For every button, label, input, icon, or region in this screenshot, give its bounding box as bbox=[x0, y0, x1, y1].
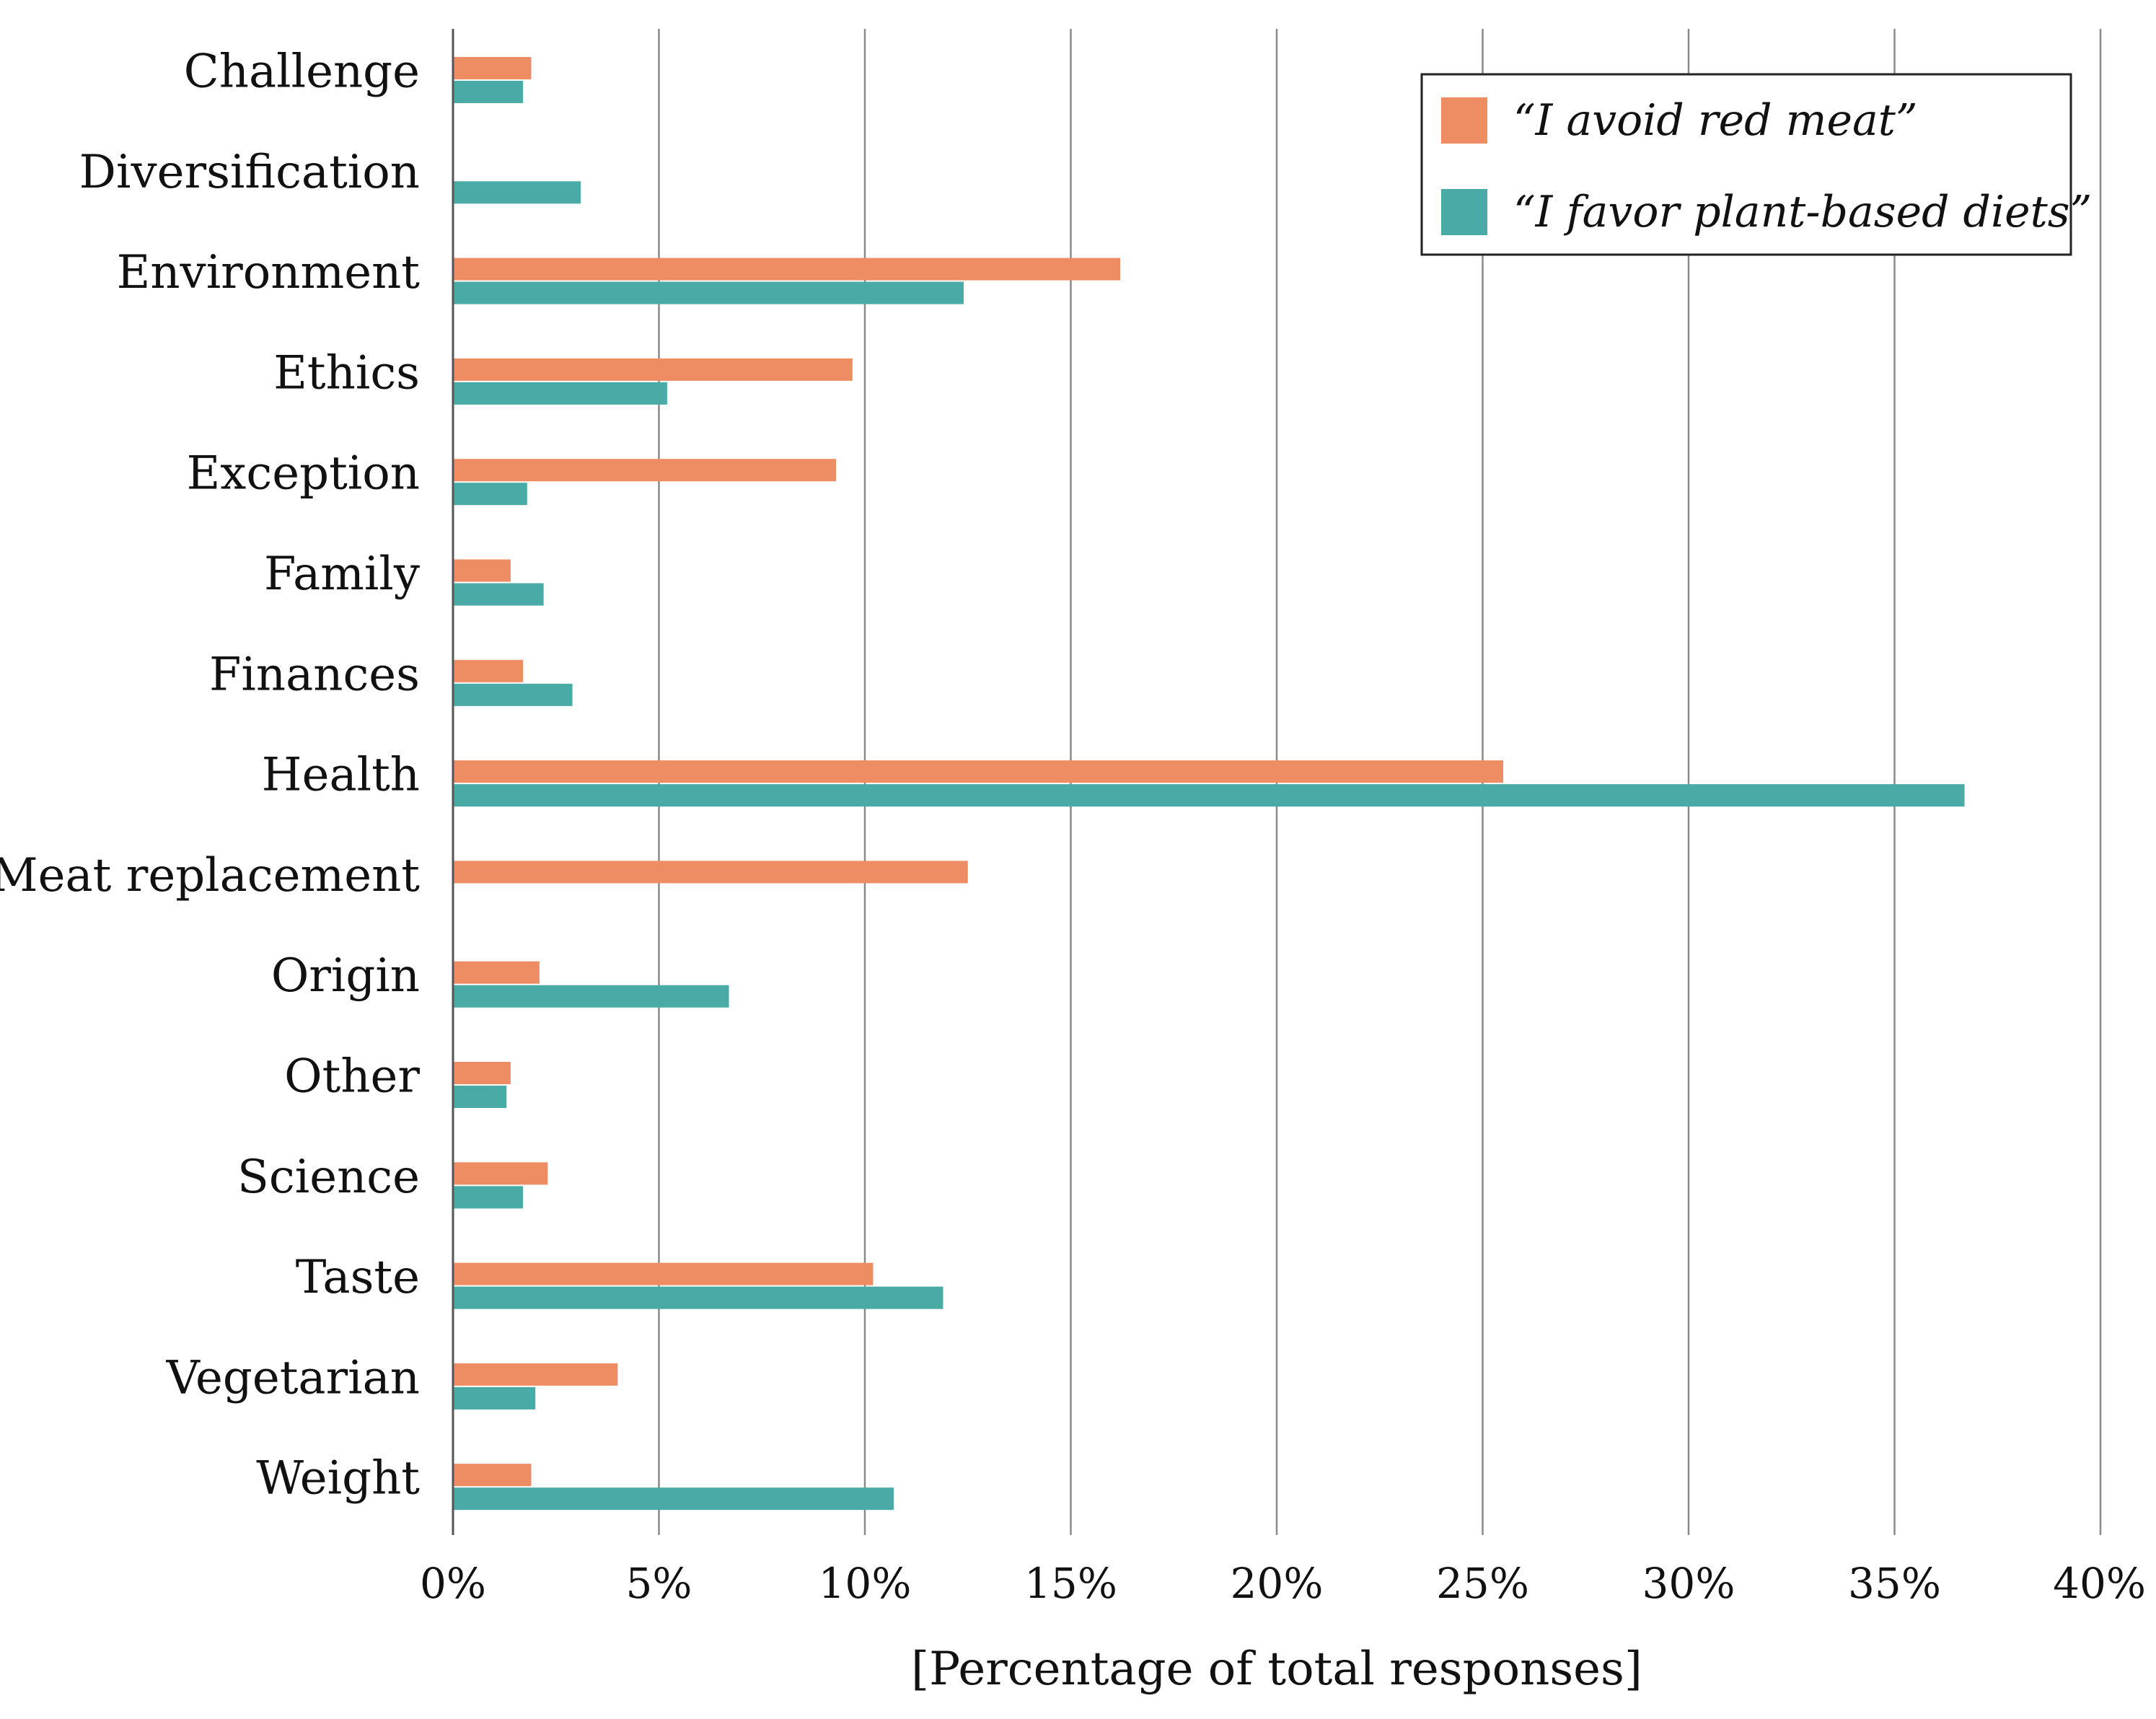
category-label-other: Other bbox=[284, 1050, 420, 1104]
bar-avoid-red-meat-meat-replacement bbox=[453, 861, 968, 884]
bar-avoid-red-meat-weight bbox=[453, 1464, 532, 1487]
bar-favor-plant-based-diversification bbox=[453, 181, 581, 204]
bar-avoid-red-meat-ethics bbox=[453, 358, 853, 381]
category-label-exception: Exception bbox=[187, 447, 420, 501]
x-tick-label-20: 20% bbox=[1231, 1559, 1324, 1608]
x-tick-label-35: 35% bbox=[1848, 1559, 1941, 1608]
x-tick-label-40: 40% bbox=[2053, 1559, 2146, 1608]
x-tick-label-10: 10% bbox=[819, 1559, 912, 1608]
bars bbox=[453, 57, 1965, 1511]
bar-avoid-red-meat-origin bbox=[453, 961, 540, 984]
bar-favor-plant-based-health bbox=[453, 784, 1965, 807]
category-label-weight: Weight bbox=[256, 1452, 420, 1505]
category-label-finances: Finances bbox=[209, 648, 420, 701]
bar-favor-plant-based-family bbox=[453, 583, 544, 606]
category-label-meat-replacement: Meat replacement bbox=[0, 849, 420, 902]
bar-avoid-red-meat-other bbox=[453, 1062, 511, 1084]
category-label-science: Science bbox=[237, 1151, 420, 1204]
bar-avoid-red-meat-health bbox=[453, 760, 1504, 783]
x-tick-label-15: 15% bbox=[1024, 1559, 1117, 1608]
category-label-origin: Origin bbox=[271, 949, 420, 1003]
bar-favor-plant-based-vegetarian bbox=[453, 1386, 536, 1410]
bar-favor-plant-based-challenge bbox=[453, 81, 524, 103]
category-label-challenge: Challenge bbox=[184, 45, 420, 99]
x-axis-title: [Percentage of total responses] bbox=[911, 1643, 1642, 1696]
bar-avoid-red-meat-family bbox=[453, 559, 511, 582]
legend-box bbox=[1420, 73, 2072, 256]
x-tick-labels: 0% 5% 10% 15% 20% 25% 30% 35% 40% bbox=[420, 1559, 2146, 1608]
bar-avoid-red-meat-exception bbox=[453, 459, 837, 482]
category-label-environment: Environment bbox=[117, 246, 421, 299]
bar-avoid-red-meat-challenge bbox=[453, 57, 532, 79]
x-tick-label-0: 0% bbox=[420, 1559, 486, 1608]
legend: “I avoid red meat” “I favor plant-based … bbox=[1420, 73, 2092, 256]
bar-avoid-red-meat-finances bbox=[453, 659, 524, 682]
legend-label-favor-plant-based: “I favor plant-based diets” bbox=[1513, 187, 2092, 237]
bar-favor-plant-based-ethics bbox=[453, 382, 667, 405]
category-label-diversification: Diversification bbox=[79, 146, 420, 199]
bar-avoid-red-meat-taste bbox=[453, 1262, 874, 1285]
legend-label-avoid-red-meat: “I avoid red meat” bbox=[1513, 95, 1918, 146]
bar-favor-plant-based-origin bbox=[453, 985, 729, 1008]
category-label-family: Family bbox=[264, 548, 420, 601]
category-label-vegetarian: Vegetarian bbox=[166, 1351, 420, 1404]
category-label-health: Health bbox=[262, 749, 420, 802]
bar-favor-plant-based-science bbox=[453, 1186, 524, 1209]
x-tick-label-5: 5% bbox=[625, 1559, 692, 1608]
bar-favor-plant-based-exception bbox=[453, 483, 527, 506]
legend-swatch-favor-plant-based bbox=[1441, 189, 1487, 235]
bar-favor-plant-based-taste bbox=[453, 1286, 943, 1309]
category-labels: Challenge Diversification Environment Ethic… bbox=[0, 45, 420, 1505]
bar-favor-plant-based-finances bbox=[453, 683, 573, 706]
x-tick-label-25: 25% bbox=[1436, 1559, 1529, 1608]
bar-avoid-red-meat-vegetarian bbox=[453, 1363, 618, 1386]
bar-favor-plant-based-other bbox=[453, 1086, 507, 1108]
legend-swatch-avoid-red-meat bbox=[1441, 97, 1487, 144]
category-label-taste: Taste bbox=[296, 1251, 420, 1304]
bar-favor-plant-based-environment bbox=[453, 281, 964, 304]
bar-avoid-red-meat-environment bbox=[453, 258, 1121, 281]
category-label-ethics: Ethics bbox=[273, 346, 420, 400]
x-tick-label-30: 30% bbox=[1642, 1559, 1735, 1608]
bar-avoid-red-meat-science bbox=[453, 1162, 548, 1185]
bar-favor-plant-based-weight bbox=[453, 1487, 894, 1511]
